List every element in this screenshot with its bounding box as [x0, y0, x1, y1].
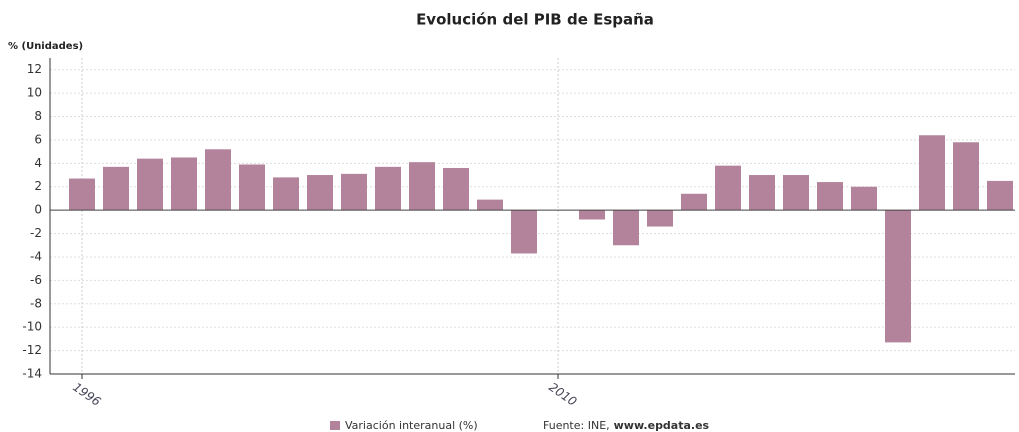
bar [239, 164, 265, 211]
x-tick-label: 2010 [546, 380, 579, 409]
bar [715, 165, 741, 211]
y-axis-label: % (Unidades) [8, 41, 83, 52]
y-tick-label: -14 [22, 367, 42, 381]
bar [647, 210, 673, 227]
legend-swatch [330, 421, 340, 430]
y-tick-label: -10 [22, 320, 42, 334]
y-tick-label: 4 [34, 156, 42, 170]
bar [681, 193, 707, 211]
bar [783, 175, 809, 211]
bar [885, 210, 911, 343]
y-tick-label: 12 [27, 62, 42, 76]
bar [443, 168, 469, 211]
y-tick-label: -2 [30, 226, 42, 240]
bar [137, 158, 163, 211]
chart-title: Evolución del PIB de España [416, 11, 654, 29]
bar [919, 135, 945, 211]
bar [171, 157, 197, 211]
bar [953, 142, 979, 211]
bar [851, 186, 877, 211]
bar [511, 210, 537, 254]
bar [103, 166, 129, 211]
bar [375, 166, 401, 211]
y-tick-label: 0 [34, 203, 42, 217]
bar [613, 210, 639, 246]
y-tick-label: -6 [30, 273, 42, 287]
bar [477, 199, 503, 211]
x-tick-label: 1996 [70, 380, 103, 409]
bar [817, 182, 843, 211]
y-tick-label: -8 [30, 296, 42, 310]
source-site: www.epdata.es [614, 419, 710, 432]
legend-label: Variación interanual (%) [345, 419, 478, 432]
bar [205, 149, 231, 211]
bar [987, 180, 1013, 211]
bar [749, 175, 775, 211]
bar [69, 178, 95, 211]
bar [341, 173, 367, 211]
source: Fuente: INE, www.epdata.es [543, 419, 710, 432]
y-tick-label: 8 [34, 109, 42, 123]
y-tick-label: 10 [27, 86, 42, 100]
y-tick-label: -4 [30, 249, 42, 263]
bar [307, 175, 333, 211]
source-text: Fuente: INE, [543, 419, 610, 432]
bar [409, 162, 435, 211]
y-tick-label: 2 [34, 179, 42, 193]
y-tick-label: -12 [22, 343, 42, 357]
bar [273, 177, 299, 211]
bar [579, 210, 605, 220]
y-tick-label: 6 [34, 132, 42, 146]
